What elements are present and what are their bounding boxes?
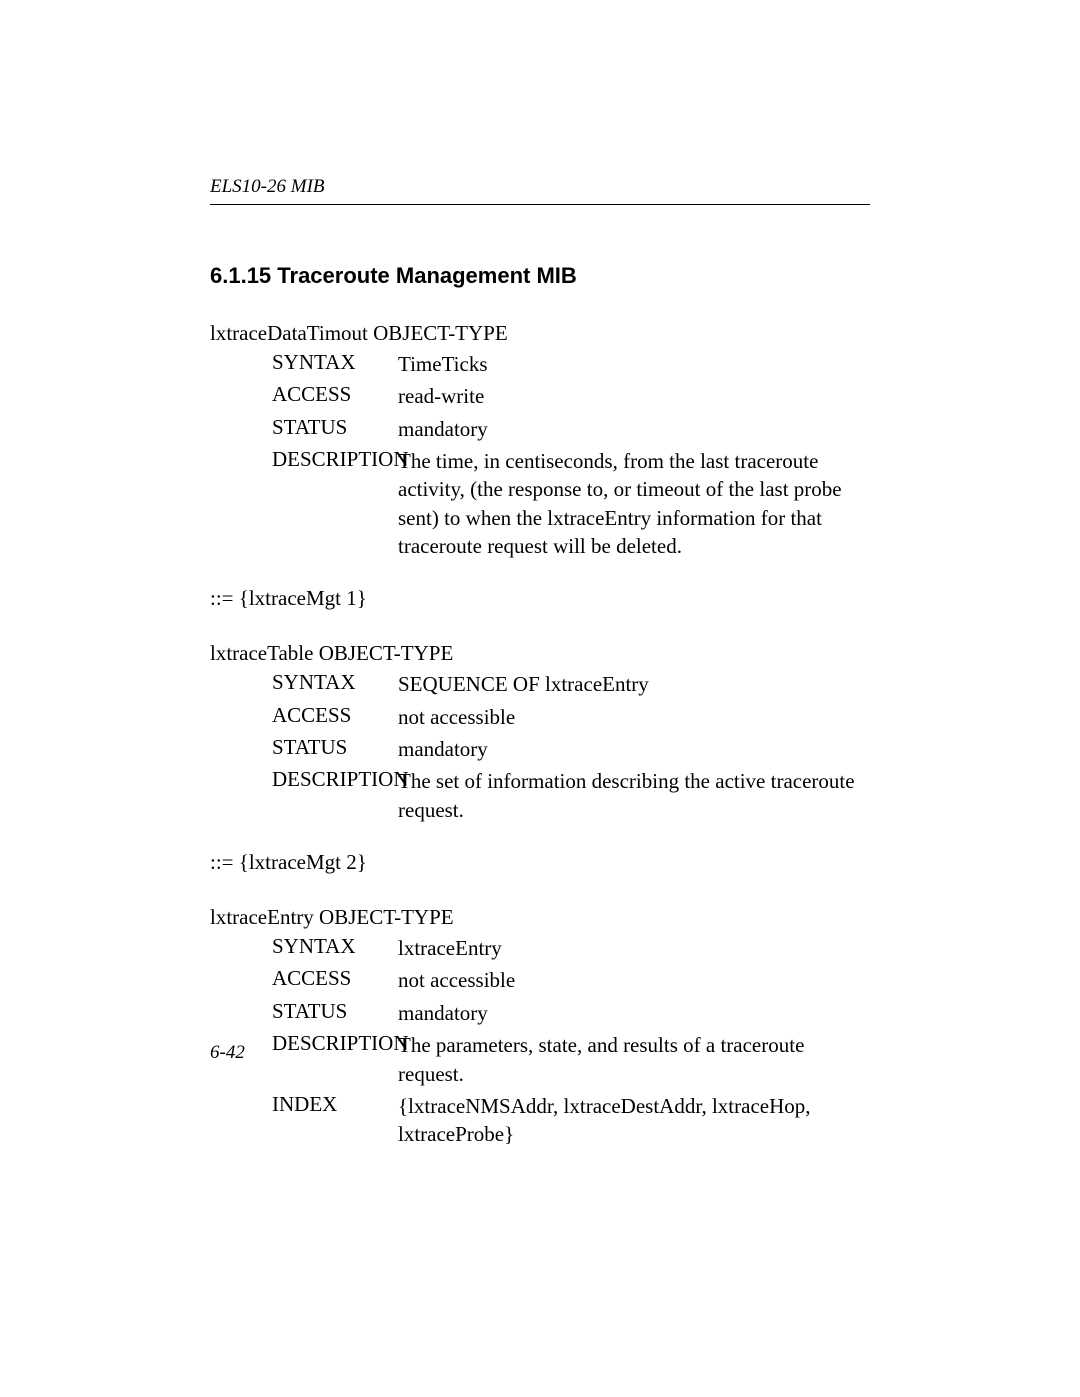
object-title: lxtraceEntry OBJECT-TYPE xyxy=(210,905,870,930)
section-heading: 6.1.15 Traceroute Management MIB xyxy=(210,263,870,289)
attr-value: lxtraceEntry xyxy=(398,934,870,962)
attr-value: read-write xyxy=(398,382,870,410)
running-header: ELS10-26 MIB xyxy=(210,176,870,205)
page-content: ELS10-26 MIB 6.1.15 Traceroute Managemen… xyxy=(210,176,870,1179)
attr-row-description: DESCRIPTION The parameters, state, and r… xyxy=(210,1031,870,1088)
attr-label: INDEX xyxy=(210,1092,398,1149)
attr-row-status: STATUS mandatory xyxy=(210,735,870,763)
attr-value: not accessible xyxy=(398,966,870,994)
object-type-block: lxtraceDataTimout OBJECT-TYPE SYNTAX Tim… xyxy=(210,321,870,611)
attr-row-index: INDEX {lxtraceNMSAddr, lxtraceDestAddr, … xyxy=(210,1092,870,1149)
attr-row-syntax: SYNTAX lxtraceEntry xyxy=(210,934,870,962)
attr-row-status: STATUS mandatory xyxy=(210,415,870,443)
attr-value: mandatory xyxy=(398,415,870,443)
attr-value: The time, in centiseconds, from the last… xyxy=(398,447,870,560)
attr-value: TimeTicks xyxy=(398,350,870,378)
attr-label: ACCESS xyxy=(210,966,398,994)
attr-row-description: DESCRIPTION The set of information descr… xyxy=(210,767,870,824)
attr-row-syntax: SYNTAX TimeTicks xyxy=(210,350,870,378)
attr-row-access: ACCESS not accessible xyxy=(210,966,870,994)
attr-row-access: ACCESS not accessible xyxy=(210,703,870,731)
attr-label: SYNTAX xyxy=(210,934,398,962)
object-type-block: lxtraceTable OBJECT-TYPE SYNTAX SEQUENCE… xyxy=(210,641,870,875)
attr-row-syntax: SYNTAX SEQUENCE OF lxtraceEntry xyxy=(210,670,870,698)
attr-label: ACCESS xyxy=(210,703,398,731)
attr-value: mandatory xyxy=(398,999,870,1027)
attr-label: STATUS xyxy=(210,415,398,443)
oid-assignment: ::= {lxtraceMgt 1} xyxy=(210,586,870,611)
attr-row-description: DESCRIPTION The time, in centiseconds, f… xyxy=(210,447,870,560)
attr-value: mandatory xyxy=(398,735,870,763)
object-title: lxtraceTable OBJECT-TYPE xyxy=(210,641,870,666)
attr-row-access: ACCESS read-write xyxy=(210,382,870,410)
attr-label: SYNTAX xyxy=(210,350,398,378)
attr-value: The parameters, state, and results of a … xyxy=(398,1031,870,1088)
attr-label: DESCRIPTION xyxy=(210,447,398,560)
attr-value: not accessible xyxy=(398,703,870,731)
attr-value: The set of information describing the ac… xyxy=(398,767,870,824)
attr-value: {lxtraceNMSAddr, lxtraceDestAddr, lxtrac… xyxy=(398,1092,870,1149)
oid-assignment: ::= {lxtraceMgt 2} xyxy=(210,850,870,875)
attr-label: STATUS xyxy=(210,999,398,1027)
object-title: lxtraceDataTimout OBJECT-TYPE xyxy=(210,321,870,346)
attr-label: DESCRIPTION xyxy=(210,767,398,824)
attr-row-status: STATUS mandatory xyxy=(210,999,870,1027)
attr-label: SYNTAX xyxy=(210,670,398,698)
attr-value: SEQUENCE OF lxtraceEntry xyxy=(398,670,870,698)
object-type-block: lxtraceEntry OBJECT-TYPE SYNTAX lxtraceE… xyxy=(210,905,870,1148)
page-number: 6-42 xyxy=(210,1042,245,1064)
attr-label: STATUS xyxy=(210,735,398,763)
attr-label: ACCESS xyxy=(210,382,398,410)
